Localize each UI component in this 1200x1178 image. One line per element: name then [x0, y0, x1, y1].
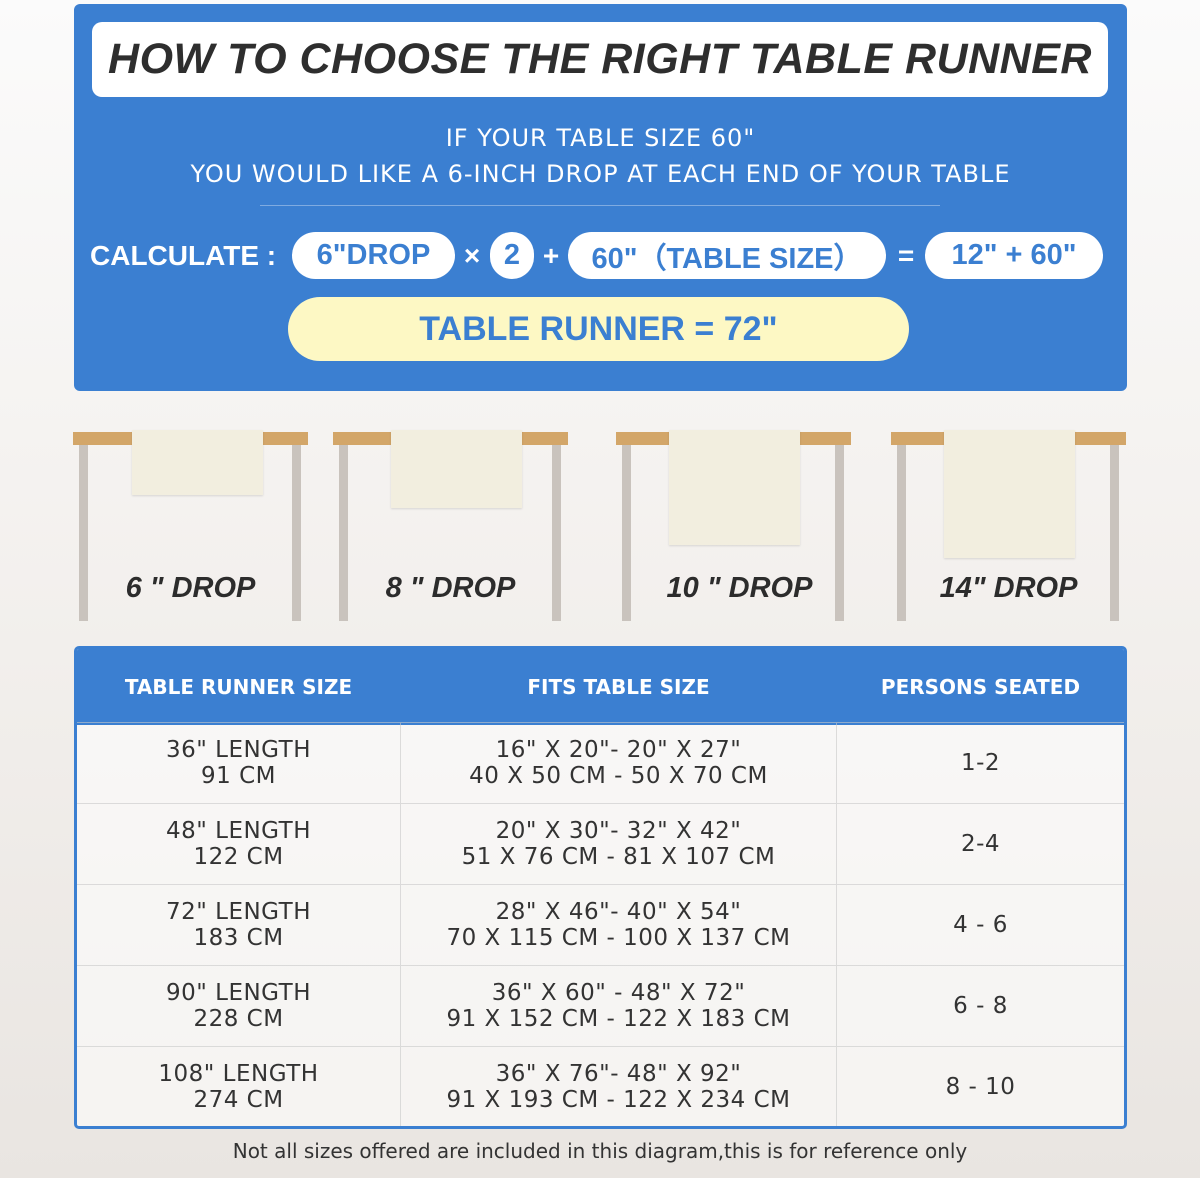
table-leg	[292, 445, 301, 621]
table-row: 90" LENGTH 228 CM 36" X 60" - 48" X 72" 91 …	[77, 965, 1124, 1046]
table-row: 36" LENGTH 91 CM 16" X 20"- 20" X 27" 40 X …	[77, 722, 1124, 803]
runner-size-cell: 90" LENGTH 228 CM	[77, 966, 400, 1046]
table-leg	[1110, 445, 1119, 621]
fits-inches: 16" X 20"- 20" X 27"	[495, 737, 742, 763]
length-cm: 91 CM	[201, 763, 276, 789]
size-table: TABLE RUNNER SIZE FITS TABLE SIZE PERSON…	[74, 646, 1127, 1129]
fits-cm: 51 X 76 CM - 81 X 107 CM	[461, 844, 776, 870]
length-cm: 122 CM	[193, 844, 284, 870]
table-leg	[339, 445, 348, 621]
length-inches: 72" LENGTH	[165, 899, 312, 925]
intro-line-1: IF YOUR TABLE SIZE 60"	[445, 124, 756, 152]
length-inches: 36" LENGTH	[165, 737, 312, 763]
runner-size-cell: 108" LENGTH 274 CM	[77, 1047, 400, 1126]
runner-size-cell: 72" LENGTH 183 CM	[77, 885, 400, 965]
footnote: Not all sizes offered are included in th…	[232, 1139, 968, 1163]
runner-size-cell: 48" LENGTH 122 CM	[77, 804, 400, 884]
table-leg	[622, 445, 631, 621]
length-inches: 90" LENGTH	[165, 980, 312, 1006]
fits-inches: 20" X 30"- 32" X 42"	[495, 818, 742, 844]
drop-label: 14" DROP	[939, 572, 1078, 604]
table-runner	[391, 430, 522, 508]
header-fits-table-size: FITS TABLE SIZE	[527, 675, 710, 699]
length-inches: 108" LENGTH	[158, 1061, 319, 1087]
header-persons-seated: PERSONS SEATED	[880, 675, 1081, 699]
result-pill: TABLE RUNNER = 72"	[288, 297, 909, 361]
multiplier-pill: 2	[490, 232, 534, 279]
length-inches: 48" LENGTH	[165, 818, 312, 844]
fits-table-cell: 36" X 60" - 48" X 72" 91 X 152 CM - 122 X…	[400, 966, 837, 1046]
fits-cm: 91 X 152 CM - 122 X 183 CM	[446, 1006, 791, 1032]
table-header: TABLE RUNNER SIZE FITS TABLE SIZE PERSON…	[77, 649, 1124, 725]
persons-seated-cell: 2-4	[960, 831, 1001, 857]
fits-table-cell: 36" X 76"- 48" X 92" 91 X 193 CM - 122 X …	[400, 1047, 837, 1126]
table-size-pill: 60"（TABLE SIZE）	[568, 232, 886, 279]
table-leg	[835, 445, 844, 621]
drop-pill: 6"DROP	[292, 232, 455, 279]
drop-label: 8 " DROP	[385, 572, 516, 604]
page-title: HOW TO CHOOSE THE RIGHT TABLE RUNNER	[92, 22, 1108, 97]
table-row: 72" LENGTH 183 CM 28" X 46"- 40" X 54" 70 X…	[77, 884, 1124, 965]
drop-label: 10 " DROP	[666, 572, 813, 604]
fits-cm: 70 X 115 CM - 100 X 137 CM	[446, 925, 791, 951]
runner-size-cell: 36" LENGTH 91 CM	[77, 723, 400, 803]
fits-table-cell: 20" X 30"- 32" X 42" 51 X 76 CM - 81 X 10…	[400, 804, 837, 884]
fits-inches: 28" X 46"- 40" X 54"	[495, 899, 742, 925]
persons-seated-cell: 4 - 6	[953, 912, 1008, 938]
table-leg	[897, 445, 906, 621]
fits-cm: 40 X 50 CM - 50 X 70 CM	[469, 763, 768, 789]
table-runner	[132, 430, 263, 495]
fits-inches: 36" X 76"- 48" X 92"	[495, 1061, 742, 1087]
table-runner	[944, 430, 1075, 558]
times-sign: ×	[463, 239, 481, 271]
header-runner-size: TABLE RUNNER SIZE	[124, 675, 353, 699]
fits-cm: 91 X 193 CM - 122 X 234 CM	[446, 1087, 791, 1113]
drop-label: 6 " DROP	[125, 572, 256, 604]
table-runner	[669, 430, 800, 545]
length-cm: 183 CM	[193, 925, 284, 951]
equals-sign: =	[897, 239, 915, 271]
table-leg	[552, 445, 561, 621]
divider	[260, 205, 940, 206]
persons-seated-cell: 1-2	[960, 750, 1001, 776]
persons-seated-cell: 6 - 8	[953, 993, 1008, 1019]
plus-sign: +	[542, 239, 560, 271]
fits-table-cell: 16" X 20"- 20" X 27" 40 X 50 CM - 50 X 70…	[400, 723, 837, 803]
persons-seated-cell: 8 - 10	[945, 1074, 1016, 1100]
length-cm: 228 CM	[193, 1006, 284, 1032]
table-leg	[79, 445, 88, 621]
table-row: 48" LENGTH 122 CM 20" X 30"- 32" X 42" 51 X…	[77, 803, 1124, 884]
table-row: 108" LENGTH 274 CM 36" X 76"- 48" X 92" 91 …	[77, 1046, 1124, 1126]
intro-line-2: YOU WOULD LIKE A 6-INCH DROP AT EACH END…	[190, 160, 1011, 188]
calculate-label: CALCULATE :	[90, 239, 277, 271]
fits-table-cell: 28" X 46"- 40" X 54" 70 X 115 CM - 100 X …	[400, 885, 837, 965]
fits-inches: 36" X 60" - 48" X 72"	[491, 980, 746, 1006]
sum-pill: 12" + 60"	[925, 232, 1103, 279]
length-cm: 274 CM	[193, 1087, 284, 1113]
